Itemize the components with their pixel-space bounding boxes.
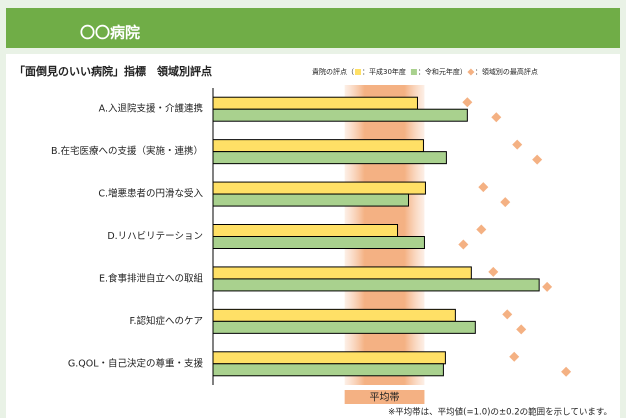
- max-marker: [488, 266, 499, 277]
- legend-swatch: [410, 69, 417, 75]
- legend-prefix: 貴院の評点（: [312, 67, 354, 76]
- max-marker: [512, 139, 523, 150]
- chart-title: 「面倒見のいい病院」指標 領域別評点: [14, 64, 212, 78]
- bar: [212, 108, 468, 122]
- bar: [212, 139, 424, 153]
- y-tick-label: G.QOL・自己決定の尊重・支援: [68, 357, 204, 369]
- max-marker: [458, 239, 469, 250]
- max-marker: [509, 351, 520, 362]
- header-bar: [6, 8, 620, 48]
- bar: [212, 363, 444, 377]
- max-marker: [542, 281, 553, 292]
- bar: [212, 181, 426, 195]
- max-marker: [532, 154, 543, 165]
- bar: [212, 308, 456, 322]
- band-label-box: [344, 390, 425, 404]
- y-tick-label: A.入退院支援・介護連携: [99, 103, 203, 115]
- y-tick-label: B.在宅医療への支援（実施・連携）: [51, 145, 203, 157]
- note: ※平均帯は、平均値(=1.0)の±0.2の範囲を示しています。: [388, 407, 612, 418]
- bar: [212, 236, 425, 249]
- header-title: 〇〇病院: [80, 24, 140, 42]
- band-label: 平均帯: [370, 391, 400, 404]
- bar: [212, 193, 409, 207]
- legend-label: ：平成30年度: [362, 67, 406, 76]
- max-marker: [491, 112, 502, 123]
- max-marker: [500, 197, 511, 208]
- max-marker: [476, 224, 487, 235]
- max-marker: [516, 324, 527, 335]
- legend-suffix: ）: [460, 68, 467, 76]
- legend-label: ：令和元年度: [418, 67, 460, 76]
- y-tick-label: D.リハビリテーション: [107, 231, 203, 242]
- y-tick-label: F.認知症へのケア: [130, 315, 203, 327]
- bar: [212, 96, 418, 110]
- max-marker: [478, 182, 489, 193]
- bar: [212, 351, 446, 365]
- legend-label: ：領域別の最高評点: [475, 67, 538, 76]
- bar: [212, 151, 447, 165]
- max-marker: [561, 366, 572, 377]
- y-tick-label: C.増悪患者の円滑な受入: [98, 188, 203, 200]
- max-marker: [462, 97, 473, 108]
- legend-swatch: [355, 69, 361, 75]
- bar: [212, 224, 399, 237]
- y-tick-label: E.食事排泄自立への取組: [99, 272, 204, 284]
- bar: [212, 320, 476, 334]
- bar: [212, 278, 540, 292]
- bar: [212, 266, 472, 280]
- max-marker: [502, 309, 513, 320]
- legend-diamond: [467, 68, 475, 76]
